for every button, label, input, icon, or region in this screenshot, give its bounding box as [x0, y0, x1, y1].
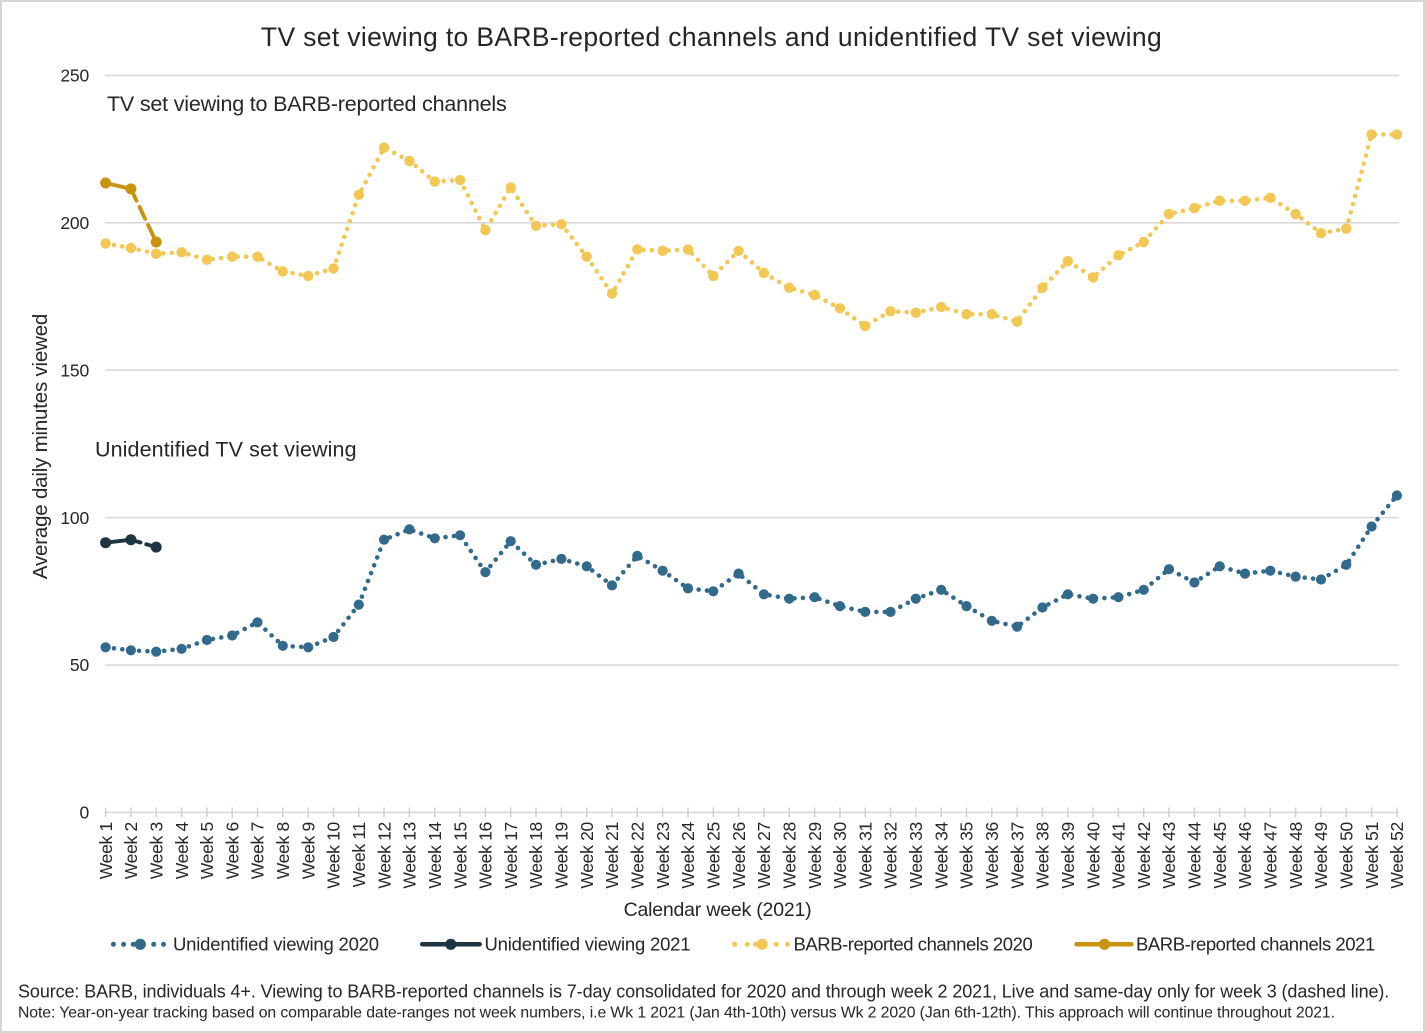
svg-text:Week 27: Week 27 [754, 822, 774, 889]
svg-text:Unidentified viewing 2020: Unidentified viewing 2020 [173, 934, 379, 955]
svg-text:Week 44: Week 44 [1185, 821, 1205, 888]
svg-text:Week 9: Week 9 [298, 822, 318, 879]
svg-text:Week 18: Week 18 [526, 822, 546, 889]
svg-text:100: 100 [60, 508, 89, 528]
svg-text:Week 30: Week 30 [830, 821, 850, 888]
svg-text:Week 43: Week 43 [1159, 822, 1179, 889]
svg-text:Week 26: Week 26 [729, 822, 749, 889]
svg-text:Source: BARB, individuals 4+.: Source: BARB, individuals 4+. Viewing to… [18, 982, 1389, 1002]
svg-text:Unidentified TV set viewing: Unidentified TV set viewing [95, 438, 357, 462]
svg-text:Week 21: Week 21 [602, 822, 622, 889]
svg-text:Week 31: Week 31 [855, 822, 875, 889]
svg-text:Week 23: Week 23 [653, 822, 673, 889]
svg-text:Week 2: Week 2 [121, 822, 141, 879]
svg-text:Week 39: Week 39 [1058, 822, 1078, 889]
svg-text:TV set viewing to BARB-reporte: TV set viewing to BARB-reported channels… [261, 22, 1162, 52]
svg-text:200: 200 [60, 213, 89, 233]
svg-text:Week 42: Week 42 [1134, 822, 1154, 889]
svg-text:Note: Year-on-year tracking ba: Note: Year-on-year tracking based on com… [18, 1005, 1335, 1022]
svg-text:Week 22: Week 22 [628, 822, 648, 889]
svg-text:Week 28: Week 28 [779, 822, 799, 889]
svg-text:Week 5: Week 5 [197, 822, 217, 879]
svg-text:Week 25: Week 25 [704, 822, 724, 889]
svg-text:Week 15: Week 15 [450, 822, 470, 889]
svg-text:Week 49: Week 49 [1311, 822, 1331, 889]
svg-text:Week 35: Week 35 [957, 822, 977, 889]
svg-text:Week 6: Week 6 [222, 822, 242, 879]
svg-text:50: 50 [70, 655, 90, 675]
svg-text:Week 20: Week 20 [577, 821, 597, 888]
svg-text:Week 40: Week 40 [1083, 821, 1103, 888]
svg-text:250: 250 [60, 66, 89, 86]
svg-text:BARB-reported channels 2020: BARB-reported channels 2020 [794, 934, 1033, 955]
svg-text:Week 11: Week 11 [349, 822, 369, 887]
svg-text:Average daily minutes viewed: Average daily minutes viewed [29, 314, 52, 579]
svg-text:Week 36: Week 36 [982, 822, 1002, 889]
svg-text:Week 17: Week 17 [501, 822, 521, 889]
svg-text:Week 48: Week 48 [1286, 822, 1306, 889]
svg-text:BARB-reported channels 2021: BARB-reported channels 2021 [1136, 934, 1375, 955]
svg-text:Week 3: Week 3 [146, 822, 166, 879]
svg-text:Week 50: Week 50 [1337, 821, 1357, 888]
svg-text:TV set viewing to BARB-reporte: TV set viewing to BARB-reported channels [107, 92, 507, 116]
svg-text:Week 52: Week 52 [1387, 822, 1407, 889]
svg-text:Week 19: Week 19 [552, 822, 572, 889]
svg-text:Week 46: Week 46 [1235, 822, 1255, 889]
svg-text:Week 4: Week 4 [172, 821, 192, 879]
svg-text:Week 29: Week 29 [805, 822, 825, 889]
svg-text:Week 10: Week 10 [324, 821, 344, 888]
svg-text:Week 33: Week 33 [906, 822, 926, 889]
svg-text:Week 16: Week 16 [476, 822, 496, 889]
svg-text:Week 45: Week 45 [1210, 822, 1230, 889]
svg-text:Week 1: Week 1 [96, 822, 116, 879]
svg-text:Calendar week (2021): Calendar week (2021) [624, 899, 812, 921]
svg-text:Week 37: Week 37 [1007, 822, 1027, 889]
svg-text:Week 47: Week 47 [1261, 822, 1281, 889]
svg-text:Week 38: Week 38 [1033, 822, 1053, 889]
svg-text:Week 14: Week 14 [425, 821, 445, 888]
svg-text:Unidentified viewing 2021: Unidentified viewing 2021 [485, 934, 691, 955]
svg-text:Week 41: Week 41 [1109, 822, 1129, 889]
svg-text:Week 24: Week 24 [678, 821, 698, 888]
svg-text:Week 34: Week 34 [931, 821, 951, 888]
svg-text:Week 7: Week 7 [248, 822, 268, 879]
svg-text:Week 13: Week 13 [400, 822, 420, 889]
svg-text:Week 51: Week 51 [1362, 822, 1382, 889]
svg-text:Week 32: Week 32 [881, 822, 901, 889]
svg-text:150: 150 [60, 360, 89, 380]
svg-text:0: 0 [79, 803, 89, 823]
svg-text:Week 8: Week 8 [273, 822, 293, 879]
svg-text:Week 12: Week 12 [374, 822, 394, 889]
